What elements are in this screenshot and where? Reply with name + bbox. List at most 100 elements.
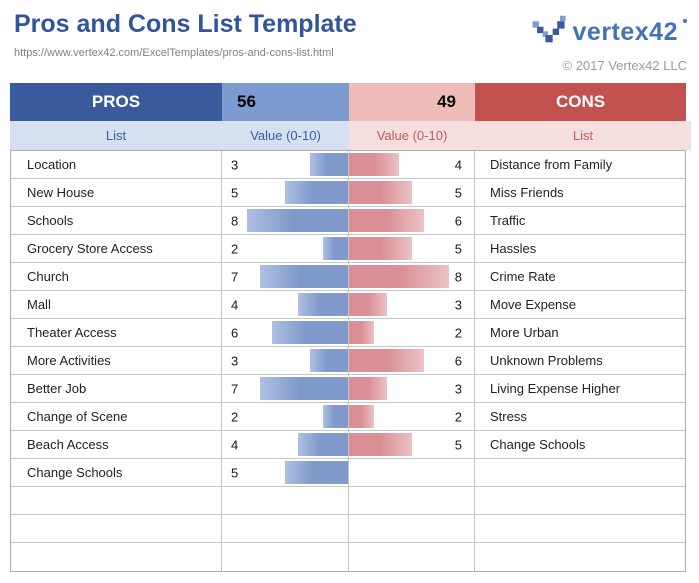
pros-value-cell[interactable] [222, 487, 349, 514]
pros-item-cell[interactable]: More Activities [11, 347, 222, 374]
cons-item-cell[interactable] [475, 543, 685, 571]
cons-value-cell[interactable]: 8 [349, 263, 475, 290]
pros-item-cell[interactable]: Mall [11, 291, 222, 318]
vertex42-wordmark: vertex42 [572, 17, 678, 46]
registered-mark-dot [683, 19, 687, 23]
pros-item-cell[interactable]: Better Job [11, 375, 222, 402]
pros-value-bar [285, 181, 348, 204]
cons-value-cell[interactable] [349, 459, 475, 486]
pros-value-label: Value (0-10) [222, 121, 349, 150]
pros-value-cell[interactable] [222, 543, 349, 571]
pros-value-cell[interactable]: 3 [222, 347, 349, 374]
table-row [11, 543, 685, 571]
table-row [11, 515, 685, 543]
brand-block: vertex42 © 2017 Vertex42 LLC [530, 10, 687, 73]
cons-value-cell[interactable] [349, 515, 475, 542]
cons-value-cell[interactable]: 6 [349, 207, 475, 234]
cons-item-cell[interactable]: Crime Rate [490, 269, 556, 284]
table-row: Mall 4 3 Move Expense [11, 291, 685, 319]
template-url-link[interactable]: https://www.vertex42.com/ExcelTemplates/… [14, 47, 334, 59]
pros-value-cell[interactable]: 4 [222, 291, 349, 318]
cons-item-cell[interactable]: Move Expense [490, 297, 576, 312]
pros-value-cell[interactable]: 6 [222, 319, 349, 346]
pros-item-cell[interactable]: Theater Access [11, 319, 222, 346]
pros-value-cell[interactable]: 4 [222, 431, 349, 458]
pros-item-cell[interactable]: Change Schools [11, 459, 222, 486]
cons-item-cell[interactable]: Miss Friends [490, 185, 564, 200]
pros-value-cell[interactable]: 7 [222, 263, 349, 290]
cons-value-text: 3 [454, 297, 462, 312]
pros-item-cell[interactable]: New House [11, 179, 222, 206]
cons-value-bar [349, 181, 412, 204]
cons-value-cell[interactable]: 5 [349, 431, 475, 458]
cons-value-bar [349, 293, 387, 316]
pros-value-cell[interactable]: 3 [222, 151, 349, 178]
cons-value-cell[interactable]: 5 [349, 179, 475, 206]
pros-value-cell[interactable]: 2 [222, 235, 349, 262]
cons-value-bar [349, 405, 374, 428]
pros-value-cell[interactable]: 5 [222, 459, 349, 486]
cons-value-cell[interactable]: 3 [349, 291, 475, 318]
cons-item-cell[interactable]: Traffic [490, 213, 526, 228]
pros-item-cell[interactable]: Schools [11, 207, 222, 234]
pros-item-cell[interactable]: Location [11, 151, 222, 178]
table-row: Better Job 7 3 Living Expense Higher [11, 375, 685, 403]
cons-value-text: 2 [454, 325, 462, 340]
cons-value-text: 5 [454, 437, 462, 452]
cons-value-cell[interactable] [349, 543, 475, 571]
cons-value-cell[interactable] [349, 487, 475, 514]
pros-value-bar [259, 377, 348, 400]
pros-value-cell[interactable]: 7 [222, 375, 349, 402]
cons-item-cell[interactable]: Unknown Problems [490, 353, 603, 368]
cons-value-cell[interactable]: 3 [349, 375, 475, 402]
pros-value-cell[interactable]: 2 [222, 403, 349, 430]
pros-item-cell[interactable]: Beach Access [11, 431, 222, 458]
cons-header-cell: CONS [475, 83, 686, 121]
cons-item-cell[interactable] [475, 515, 685, 542]
cons-value-text: 5 [454, 241, 462, 256]
pros-item-cell[interactable] [11, 515, 222, 542]
cons-value-cell[interactable]: 5 [349, 235, 475, 262]
table-body: Location 3 4 Distance from Family New Ho… [10, 150, 686, 572]
pros-value-cell[interactable]: 8 [222, 207, 349, 234]
pros-value-bar [272, 321, 348, 344]
cons-value-text: 4 [454, 157, 462, 172]
table-row: Change of Scene 2 2 Stress [11, 403, 685, 431]
cons-value-bar [349, 377, 387, 400]
pros-value-bar [259, 265, 348, 288]
cons-item-cell[interactable] [475, 459, 685, 486]
title-block: Pros and Cons List Template https://www.… [14, 10, 357, 73]
pros-item-cell[interactable] [11, 543, 222, 571]
pros-item-cell[interactable]: Church [11, 263, 222, 290]
cons-value-cell[interactable]: 2 [349, 403, 475, 430]
pros-value-cell[interactable] [222, 515, 349, 542]
cons-total-cell: 49 [349, 83, 475, 121]
vertex42-logo[interactable]: vertex42 [530, 13, 687, 51]
cons-item-cell[interactable] [475, 487, 685, 514]
pros-item-cell[interactable]: Change of Scene [11, 403, 222, 430]
cons-item-cell[interactable]: Stress [490, 409, 527, 424]
cons-value-label: Value (0-10) [349, 121, 475, 150]
pros-value-text: 8 [231, 213, 239, 228]
cons-value-text: 2 [454, 409, 462, 424]
pros-value-text: 2 [231, 409, 239, 424]
cons-value-cell[interactable]: 6 [349, 347, 475, 374]
copyright-text: © 2017 Vertex42 LLC [562, 58, 688, 73]
cons-item-cell[interactable]: Change Schools [490, 437, 586, 452]
table-row: Change Schools 5 [11, 459, 685, 487]
cons-item-cell[interactable]: Distance from Family [490, 157, 613, 172]
cons-value-cell[interactable]: 4 [349, 151, 475, 178]
pros-item-cell[interactable]: Grocery Store Access [11, 235, 222, 262]
pros-header-cell: PROS [10, 83, 222, 121]
pros-total-cell: 56 [222, 83, 349, 121]
cons-item-cell[interactable]: More Urban [490, 325, 559, 340]
cons-item-cell[interactable]: Hassles [490, 241, 537, 256]
pros-cons-table: PROS 56 49 CONS List Value (0-10) Value … [10, 83, 691, 572]
pros-value-cell[interactable]: 5 [222, 179, 349, 206]
cons-value-bar [349, 265, 449, 288]
cons-value-cell[interactable]: 2 [349, 319, 475, 346]
pros-value-bar [285, 461, 348, 484]
cons-item-cell[interactable]: Living Expense Higher [490, 381, 621, 396]
pros-item-cell[interactable] [11, 487, 222, 514]
cons-value-text: 3 [454, 381, 462, 396]
